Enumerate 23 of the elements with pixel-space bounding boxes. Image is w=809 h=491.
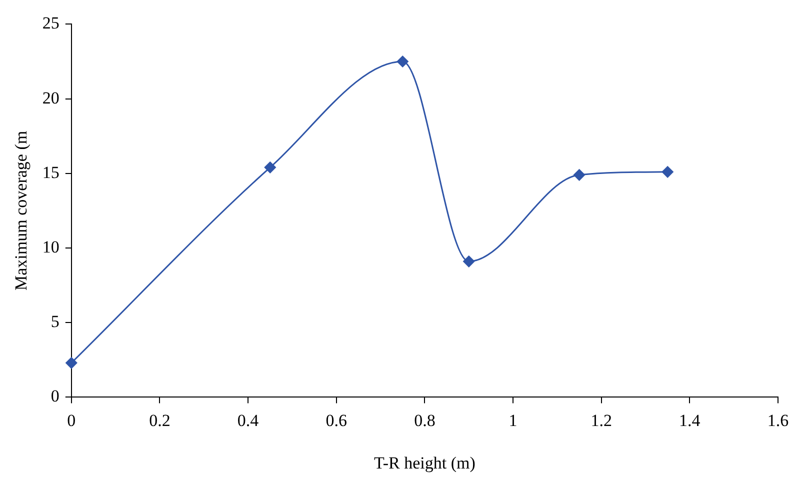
y-tick-label: 15 bbox=[42, 162, 60, 182]
x-tick-label: 0.8 bbox=[414, 410, 436, 430]
point bbox=[574, 169, 586, 181]
x-tick-label: 0.6 bbox=[326, 410, 347, 430]
x-tick-label: 0.2 bbox=[149, 410, 170, 430]
point bbox=[66, 357, 78, 369]
x-tick-label: 1.4 bbox=[679, 410, 701, 430]
x-tick-label: 1.6 bbox=[767, 410, 789, 430]
y-axis-title: Maximum coverage (m bbox=[12, 130, 31, 290]
point bbox=[264, 162, 276, 174]
x-tick-label: 0 bbox=[67, 410, 76, 430]
y-tick-label: 25 bbox=[42, 14, 60, 33]
x-tick-label: 0.4 bbox=[237, 410, 260, 430]
point bbox=[463, 256, 475, 268]
y-tick-label: 5 bbox=[50, 312, 60, 332]
x-tick-label: 1 bbox=[508, 410, 518, 430]
x-tick-label: 1.2 bbox=[590, 410, 612, 430]
y-tick-label: 0 bbox=[50, 386, 60, 406]
point bbox=[396, 56, 408, 68]
y-tick-label: 10 bbox=[42, 237, 60, 256]
y-tick-label: 20 bbox=[42, 88, 60, 108]
x-axis-title: T-R height (m) bbox=[374, 453, 476, 472]
point bbox=[662, 166, 674, 178]
